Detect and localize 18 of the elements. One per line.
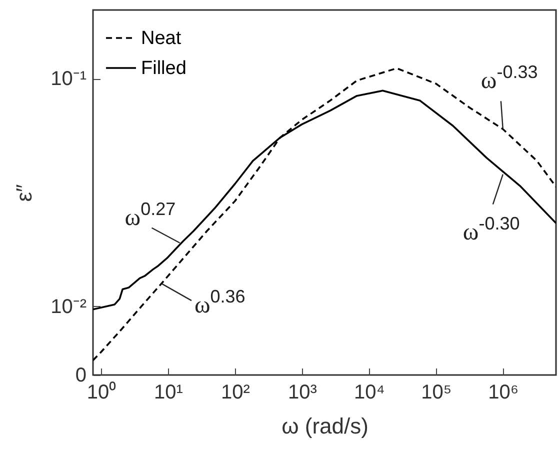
annotation: ω$^{-0.33}$ xyxy=(480,62,538,94)
y-tick-label: 10⁻¹ xyxy=(50,68,87,90)
x-tick-label: 10³ xyxy=(288,382,318,404)
x-tick-label: 10² xyxy=(221,382,250,404)
x-tick-label: 10⁶ xyxy=(488,382,519,404)
annotation: ω$^{0.36}$ xyxy=(194,286,246,319)
y-tick-label: 10⁻² xyxy=(50,296,87,318)
x-axis-title: ω (rad/s) xyxy=(282,414,368,438)
legend-label: Neat xyxy=(141,28,182,49)
x-tick-label: 10⁰ xyxy=(86,380,116,404)
annotation: ω$^{0.27}$ xyxy=(124,198,176,231)
legend-label: Filled xyxy=(141,58,186,79)
x-tick-label: 10⁵ xyxy=(421,382,452,404)
x-tick-label: 10¹ xyxy=(154,382,184,404)
x-tick-label: 10⁴ xyxy=(354,382,385,404)
y-tick-label: 0 xyxy=(75,364,86,386)
annotation: ω$^{-0.30}$ xyxy=(462,213,520,246)
y-axis-title: ε″ xyxy=(12,184,37,202)
